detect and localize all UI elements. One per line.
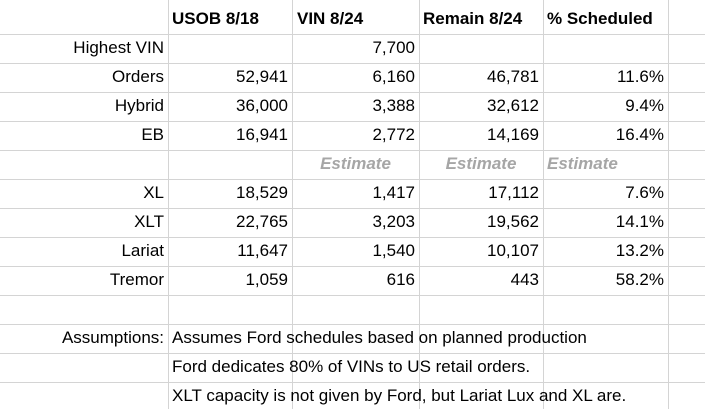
cell-usob[interactable]: 22,765 (236, 212, 288, 231)
estimate-label[interactable]: Estimate (445, 154, 517, 173)
row-label[interactable]: EB (141, 125, 164, 144)
assumptions-label[interactable]: Assumptions: (61, 328, 164, 347)
cell-vin[interactable]: 6,160 (372, 67, 415, 86)
estimate-label[interactable]: Estimate (547, 154, 618, 173)
gridline (0, 92, 705, 93)
cell-vin[interactable]: 3,203 (372, 212, 415, 231)
gridline (0, 266, 705, 267)
row-label[interactable]: Tremor (109, 270, 164, 289)
cell-usob[interactable]: 18,529 (236, 183, 288, 202)
gridline (543, 0, 544, 409)
value-highest-vin[interactable]: 7,700 (372, 38, 415, 57)
row-label[interactable]: XL (143, 183, 164, 202)
cell-pct[interactable]: 11.6% (617, 67, 664, 86)
cell-remain[interactable]: 17,112 (488, 183, 539, 202)
cell-pct[interactable]: 13.2% (615, 241, 664, 260)
gridline (0, 150, 705, 151)
label-highest-vin[interactable]: Highest VIN (73, 38, 164, 57)
header-usob[interactable]: USOB 8/18 (172, 9, 259, 28)
gridline (292, 0, 293, 409)
gridline (0, 34, 705, 35)
estimate-label[interactable]: Estimate (320, 154, 391, 173)
gridline (0, 208, 705, 209)
header-remain[interactable]: Remain 8/24 (423, 9, 523, 28)
gridline (419, 0, 420, 409)
cell-remain[interactable]: 14,169 (487, 125, 539, 144)
assumption-line[interactable]: XLT capacity is not given by Ford, but L… (172, 386, 627, 405)
cell-vin[interactable]: 2,772 (372, 125, 415, 144)
gridline (0, 324, 705, 325)
gridline (168, 0, 169, 409)
cell-pct[interactable]: 9.4% (625, 96, 664, 115)
cell-remain[interactable]: 443 (510, 270, 539, 289)
cell-usob[interactable]: 16,941 (236, 125, 288, 144)
header-pct-scheduled[interactable]: % Scheduled (547, 9, 653, 28)
header-vin[interactable]: VIN 8/24 (297, 9, 364, 28)
cell-usob[interactable]: 52,941 (236, 67, 288, 86)
cell-usob[interactable]: 1,059 (245, 270, 288, 289)
cell-usob[interactable]: 11,647 (237, 241, 288, 260)
cell-remain[interactable]: 10,107 (487, 241, 539, 260)
gridline (0, 237, 705, 238)
cell-remain[interactable]: 19,562 (487, 212, 539, 231)
assumption-line[interactable]: Assumes Ford schedules based on planned … (172, 328, 587, 347)
cell-pct[interactable]: 58.2% (615, 270, 664, 289)
gridline (0, 295, 705, 296)
cell-vin[interactable]: 616 (386, 270, 415, 289)
cell-pct[interactable]: 14.1% (615, 212, 664, 231)
gridline (0, 353, 705, 354)
cell-usob[interactable]: 36,000 (236, 96, 288, 115)
cell-pct[interactable]: 16.4% (615, 125, 664, 144)
cell-vin[interactable]: 3,388 (372, 96, 415, 115)
cell-remain[interactable]: 32,612 (487, 96, 539, 115)
cell-remain[interactable]: 46,781 (487, 67, 539, 86)
gridline (668, 0, 669, 409)
cell-pct[interactable]: 7.6% (625, 183, 664, 202)
cell-vin[interactable]: 1,417 (372, 183, 415, 202)
assumption-line[interactable]: Ford dedicates 80% of VINs to US retail … (172, 357, 531, 376)
row-label[interactable]: Orders (112, 67, 164, 86)
gridline (0, 121, 705, 122)
row-label[interactable]: XLT (134, 212, 164, 231)
gridline (0, 179, 705, 180)
cell-vin[interactable]: 1,540 (372, 241, 415, 260)
gridline (0, 382, 705, 383)
gridline (0, 63, 705, 64)
row-label[interactable]: Lariat (121, 241, 164, 260)
row-label[interactable]: Hybrid (114, 96, 164, 115)
